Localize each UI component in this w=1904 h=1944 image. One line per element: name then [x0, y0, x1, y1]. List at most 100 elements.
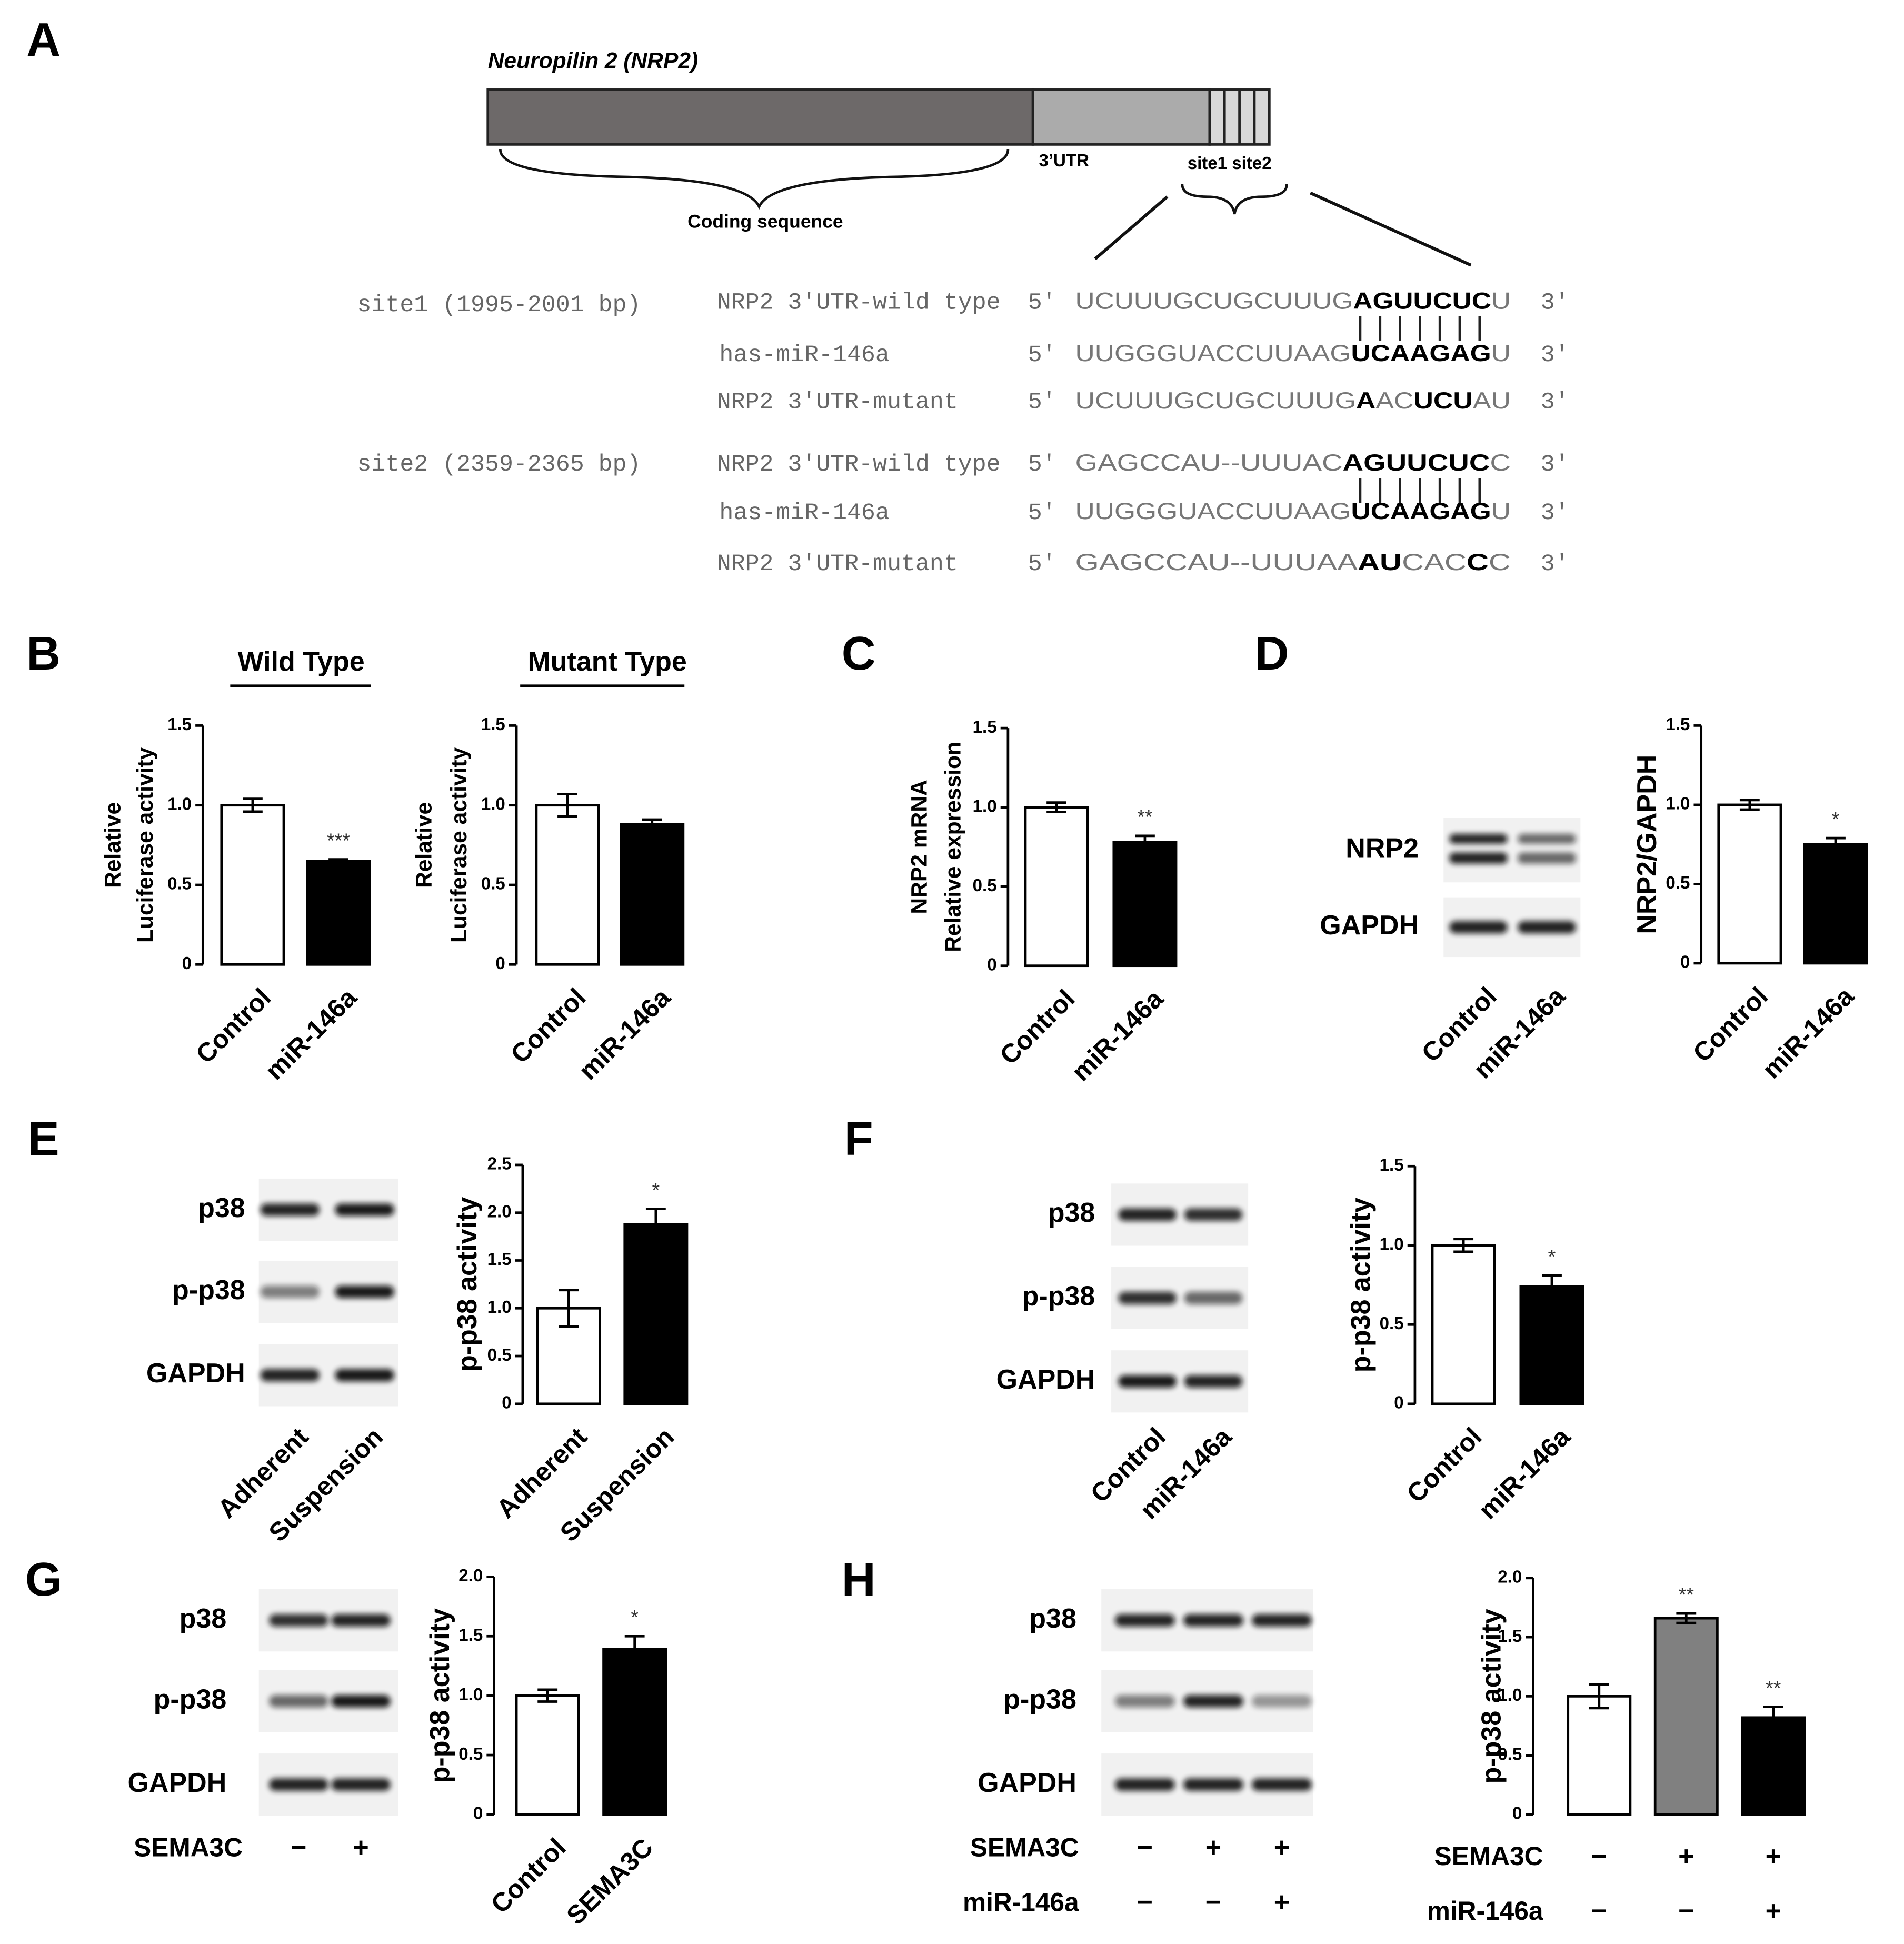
bar	[306, 860, 371, 966]
condition-sign: +	[1678, 1841, 1694, 1871]
y-axis-label: Relative	[101, 802, 126, 888]
diagram-title: Neuropilin 2 (NRP2)	[488, 48, 699, 74]
sequence: UUGGGUACCUUAAG UCAAGAG U	[1075, 340, 1511, 366]
five-prime: 5′	[1028, 551, 1056, 577]
bar	[602, 1648, 667, 1816]
bar	[1567, 1695, 1632, 1816]
blot-band	[1252, 1778, 1312, 1791]
panel-letter: D	[1255, 627, 1289, 680]
y-tick-label: 0	[182, 954, 192, 973]
sequence-segment: UUGGGUACCUUAAG	[1075, 497, 1351, 524]
significance: **	[1679, 1584, 1694, 1606]
sequence-segment: U	[1491, 340, 1511, 366]
blot-band	[269, 1778, 328, 1791]
condition-sign: −	[1137, 1832, 1153, 1863]
panel-letter: H	[842, 1553, 876, 1606]
significance: *	[652, 1179, 660, 1201]
condition-label: miR-146a	[963, 1887, 1079, 1917]
three-prime: 3′	[1541, 290, 1569, 316]
y-tick-label: 2.5	[487, 1154, 512, 1174]
blot-band	[1183, 1778, 1243, 1791]
bar	[623, 1223, 689, 1405]
blot-band	[335, 1369, 394, 1382]
y-axis-label: p-p38 activity	[1477, 1609, 1507, 1783]
bar	[536, 1307, 601, 1405]
condition-sign: −	[1137, 1887, 1153, 1918]
bar	[1717, 803, 1782, 965]
y-tick-label: 1.0	[973, 796, 997, 816]
sequence-name: NRP2 3′UTR-mutant	[717, 551, 958, 577]
condition-label: miR-146a	[1427, 1896, 1543, 1926]
sites-label: site1 site2	[1188, 154, 1272, 173]
three-prime: 3′	[1541, 500, 1569, 526]
blot-band	[1449, 852, 1508, 864]
sequence-segment: A	[1356, 387, 1375, 414]
brace	[499, 149, 1010, 210]
blot-band	[1118, 1375, 1177, 1388]
sequence-segment: AGUUCUC	[1353, 287, 1491, 314]
bar	[620, 823, 685, 966]
y-tick-label: 0.5	[481, 874, 505, 894]
sequence-name: NRP2 3′UTR-wild type	[717, 452, 1001, 478]
y-tick-label: 1.0	[481, 794, 505, 814]
condition-sign: +	[1766, 1896, 1781, 1926]
bar	[1741, 1716, 1806, 1816]
x-tick-label: Control	[994, 984, 1080, 1070]
x-tick-label: Control	[505, 983, 591, 1069]
blot-band	[260, 1203, 320, 1216]
y-axis-label: Relative expression	[940, 742, 965, 952]
sequence-segment: UCAAGAG	[1351, 340, 1491, 366]
blot-row-label: GAPDH	[127, 1768, 226, 1798]
blot-band	[1449, 921, 1508, 934]
x-tick-label: miR-146a	[260, 982, 363, 1085]
y-tick-label: 0.5	[1380, 1314, 1404, 1333]
site-label: site1 (1995-2001 bp)	[357, 292, 641, 318]
y-axis-label: NRP2 mRNA	[907, 780, 932, 914]
blot-band	[1114, 1778, 1175, 1791]
blot-band	[1518, 834, 1576, 844]
blot-row-label: p-p38	[1003, 1684, 1076, 1715]
sequence-name: NRP2 3′UTR-mutant	[717, 390, 958, 416]
sequence-segment: UUGGGUACCUUAAG	[1075, 340, 1351, 366]
y-tick-label: 1.0	[1498, 1686, 1522, 1705]
blot-band	[1183, 1695, 1243, 1708]
x-tick-label: Control	[190, 983, 276, 1069]
y-tick-label: 0	[1394, 1393, 1403, 1413]
blot-band	[1118, 1208, 1177, 1221]
blot-band	[1184, 1208, 1243, 1221]
y-tick-label: 0.5	[167, 874, 192, 894]
panel-letter: E	[28, 1113, 59, 1165]
three-prime: 3′	[1541, 342, 1569, 368]
panel-letter: F	[844, 1113, 873, 1165]
y-axis-label: p-p38 activity	[452, 1197, 483, 1372]
blot-band	[1252, 1614, 1312, 1627]
utr-region	[1031, 88, 1211, 146]
blot-band	[1118, 1292, 1177, 1304]
x-tick-label: SEMA3C	[561, 1832, 659, 1930]
significance: *	[631, 1607, 639, 1629]
blot-row-label: p38	[180, 1603, 227, 1634]
y-tick-label: 0	[495, 954, 505, 973]
sequence-segment: AC	[1375, 387, 1413, 414]
zoom-line	[1094, 195, 1169, 261]
y-tick-label: 1.0	[458, 1685, 483, 1704]
blot-band	[1252, 1695, 1312, 1708]
y-tick-label: 0	[987, 955, 996, 974]
condition-sign: +	[353, 1832, 368, 1863]
chart-title: Wild Type	[237, 646, 364, 677]
bar	[1803, 843, 1868, 965]
sequence: UCUUUGCUGCUUUG A AC UCU AU	[1075, 387, 1511, 414]
blot-row-label: p-p38	[1022, 1281, 1095, 1312]
zoom-line	[1310, 191, 1472, 267]
condition-sign: −	[1591, 1896, 1607, 1926]
blot-row-label: p38	[198, 1193, 245, 1223]
three-prime: 3′	[1541, 551, 1569, 577]
y-tick-label: 0	[502, 1393, 511, 1413]
brace	[1181, 184, 1288, 215]
bar	[1112, 841, 1178, 968]
blot-band	[1184, 1375, 1243, 1388]
condition-label: SEMA3C	[1434, 1841, 1543, 1871]
bar	[1431, 1244, 1496, 1405]
sequence: GAGCCAU--UUUAC AGUUCUC C	[1075, 449, 1511, 476]
sequence-name: has-miR-146a	[719, 342, 889, 368]
